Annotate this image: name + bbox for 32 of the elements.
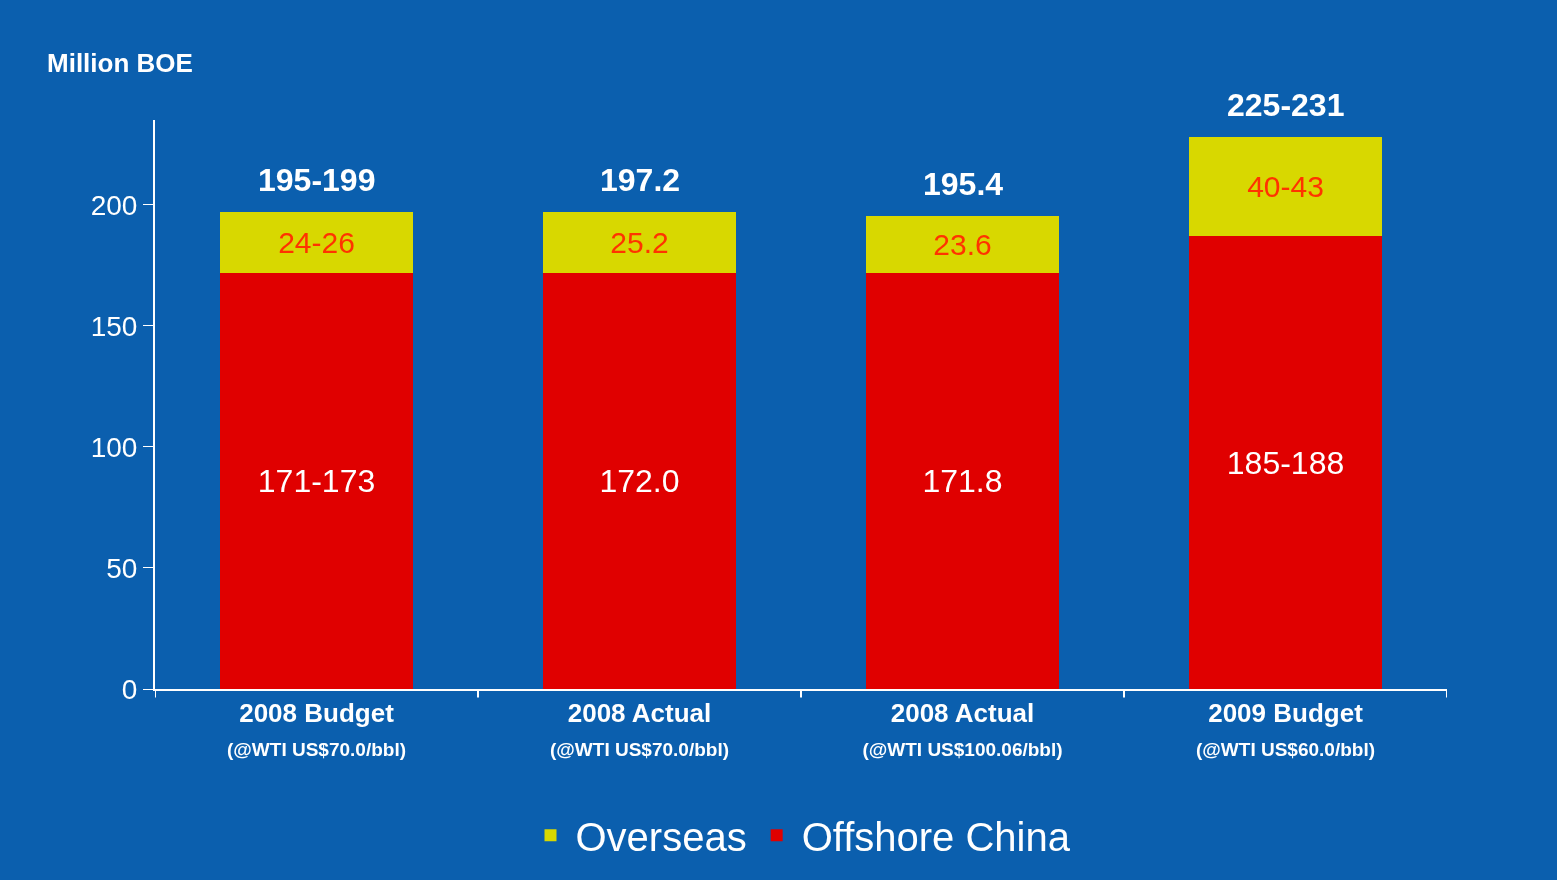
x-tick-label: 2008 Actual (@WTI US$70.0/bbl) xyxy=(550,698,729,760)
bar xyxy=(1188,236,1383,689)
data-label: 171.8 xyxy=(922,463,1003,500)
y-tick-label: 0 xyxy=(121,673,138,705)
bar xyxy=(542,272,737,689)
bar xyxy=(1188,136,1383,237)
bar xyxy=(865,215,1060,274)
bar xyxy=(219,272,414,689)
bar xyxy=(219,212,414,273)
bar xyxy=(542,211,737,273)
x-tick-label: 2008 Actual (@WTI US$100.06/bbl) xyxy=(862,698,1063,760)
data-label: 23.6 xyxy=(933,227,992,261)
x-tick-label: 2009 Budget (@WTI US$60.0/bbl) xyxy=(1196,698,1375,760)
data-label: 171-173 xyxy=(257,462,376,499)
data-label: 172.0 xyxy=(599,462,680,499)
y-tick-label: 150 xyxy=(90,310,138,342)
data-label: 25.2 xyxy=(610,225,669,259)
data-label: 24-26 xyxy=(278,225,355,259)
data-label: 40-43 xyxy=(1247,170,1324,204)
total-label: 195-199 xyxy=(258,162,376,198)
total-label: 225-231 xyxy=(1227,87,1345,123)
total-label: 197.2 xyxy=(600,162,681,198)
data-label: 185-188 xyxy=(1226,444,1345,481)
legend-label: Overseas xyxy=(575,814,747,859)
y-tick-label: 100 xyxy=(90,431,138,463)
y-tick-label: 200 xyxy=(90,189,138,221)
y-axis-title: Million BOE xyxy=(47,48,193,78)
bar xyxy=(865,273,1060,689)
legend-label: Offshore China xyxy=(801,814,1071,859)
y-tick-label: 50 xyxy=(106,552,138,584)
total-label: 195.4 xyxy=(923,166,1004,202)
x-tick-label: 2008 Budget (@WTI US$70.0/bbl) xyxy=(227,698,406,760)
